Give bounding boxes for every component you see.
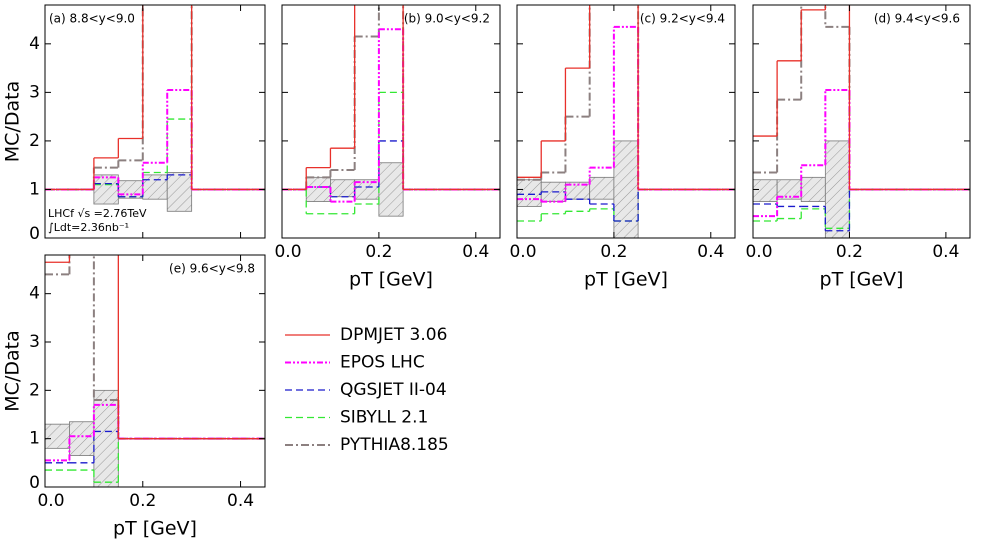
y-axis-label: MC/Data: [2, 330, 24, 411]
x-tick-label: 0.0: [509, 242, 536, 262]
y-tick-label: 1: [29, 429, 40, 449]
y-tick-label: 3: [29, 82, 40, 102]
legend-label: EPOS LHC: [340, 353, 425, 373]
panel-title: (d) 9.4<y<9.6: [874, 12, 960, 26]
annotation: ∫Ldt=2.36nb⁻¹: [48, 221, 129, 234]
series: [753, 5, 970, 191]
series: [45, 255, 265, 440]
syst-band: [800, 176, 826, 202]
x-axis-label: pT [GeV]: [584, 269, 668, 291]
y-tick-label: 1: [29, 179, 40, 199]
plot-area: [45, 5, 265, 212]
x-tick-label: 0.0: [274, 242, 301, 262]
panel: 0 1 2 3 4 MC/Data (a) 8.8<y<9.0 LHCf √s =2.76Te…: [2, 4, 266, 244]
x-tick-label: 0.2: [600, 242, 627, 262]
x-tick-label: 0.4: [462, 242, 489, 262]
y-tick-label: 3: [29, 332, 40, 352]
axes-frame: [44, 4, 266, 239]
axes-frame: [44, 254, 266, 488]
plot-area: [753, 5, 970, 238]
syst-band: [613, 140, 639, 238]
x-axis-label: pT [GeV]: [820, 269, 904, 291]
panel-title: (e) 9.6<y<9.8: [169, 262, 255, 276]
syst-band: [93, 174, 119, 205]
syst-band: [517, 179, 542, 207]
panel: 0 1 2 3 4 0.0 0.2 0.4 pT [GeV] MC/Data (e) 9.6<y<9…: [2, 254, 266, 540]
legend-label: DPMJET 3.06: [340, 325, 447, 345]
syst-band: [824, 140, 850, 238]
syst-band: [330, 179, 356, 198]
series: [45, 5, 265, 191]
syst-band: [305, 176, 331, 202]
syst-band: [45, 423, 70, 449]
syst-band: [69, 421, 95, 456]
syst-band: [378, 162, 404, 217]
y-tick-label: 0: [29, 224, 40, 244]
legend-label: SIBYLL 2.1: [340, 408, 428, 428]
x-tick-label: 0.0: [37, 491, 64, 511]
axes-frame: [516, 4, 736, 239]
x-tick-label: 0.2: [129, 491, 156, 511]
plot-area: [45, 255, 265, 487]
x-tick-label: 0.2: [365, 242, 392, 262]
panel-title: (c) 9.2<y<9.4: [640, 12, 725, 26]
series: [45, 5, 265, 191]
syst-band: [589, 176, 615, 200]
syst-band: [166, 172, 193, 212]
x-tick-label: 0.4: [227, 491, 254, 511]
syst-band: [117, 180, 144, 199]
panel: 0.0 0.2 0.4 pT [GeV] (b) 9.0<y<9.2: [274, 4, 501, 291]
x-tick-label: 0.0: [745, 242, 772, 262]
syst-band: [753, 179, 778, 202]
y-tick-label: 4: [29, 34, 40, 54]
panel: 0.0 0.2 0.4 pT [GeV] (c) 9.2<y<9.4: [509, 4, 736, 291]
y-tick-label: 0: [29, 473, 40, 493]
syst-band: [93, 389, 119, 487]
legend-label: QGSJET II-04: [340, 380, 447, 400]
annotation: LHCf √s =2.76TeV: [48, 207, 147, 220]
syst-band: [142, 174, 168, 200]
y-tick-label: 2: [29, 131, 40, 151]
y-axis-label: MC/Data: [2, 81, 24, 162]
x-axis-label: pT [GeV]: [113, 518, 197, 540]
x-axis-label: pT [GeV]: [349, 269, 433, 291]
x-tick-label: 0.4: [932, 242, 959, 262]
series: [753, 5, 970, 191]
x-tick-label: 0.4: [697, 242, 724, 262]
y-tick-label: 4: [29, 284, 40, 304]
axes-frame: [281, 4, 501, 239]
panel: 0.0 0.2 0.4 pT [GeV] (d) 9.4<y<9.6: [745, 4, 971, 291]
legend-label: PYTHIA8.185: [340, 435, 449, 455]
panel-title: (a) 8.8<y<9.0: [49, 12, 135, 26]
x-tick-label: 0.2: [836, 242, 863, 262]
plot-area: [517, 5, 735, 238]
panel-title: (b) 9.0<y<9.2: [404, 12, 490, 26]
series: [753, 88, 970, 218]
plot-area: [282, 5, 500, 217]
y-tick-label: 2: [29, 380, 40, 400]
axes-frame: [752, 4, 971, 239]
